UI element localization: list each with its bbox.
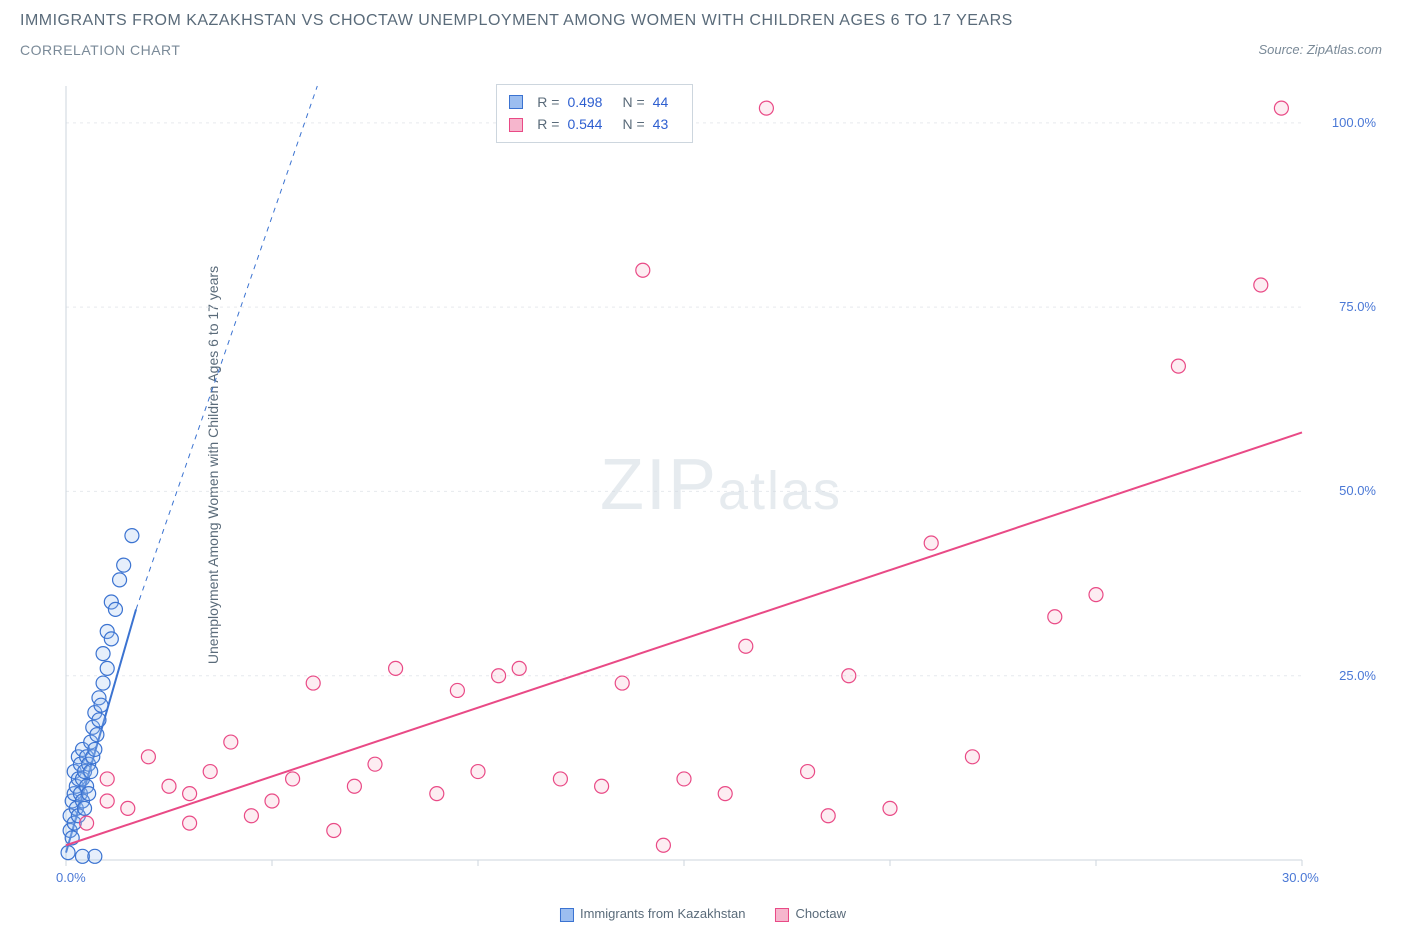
legend-label: Choctaw <box>795 906 846 921</box>
data-point <box>965 750 979 764</box>
data-point <box>512 661 526 675</box>
legend-r-value: 0.544 <box>567 113 602 135</box>
y-tick-label: 75.0% <box>1339 299 1376 314</box>
legend-swatch <box>509 95 523 109</box>
legend-item: Immigrants from Kazakhstan <box>560 906 745 922</box>
data-point <box>90 728 104 742</box>
data-point <box>104 632 118 646</box>
legend-label: Immigrants from Kazakhstan <box>580 906 745 921</box>
data-point <box>450 683 464 697</box>
data-point <box>100 772 114 786</box>
data-point <box>327 824 341 838</box>
x-tick-label: 30.0% <box>1282 870 1319 885</box>
data-point <box>739 639 753 653</box>
legend-row: R = 0.544 N = 43 <box>509 113 680 135</box>
data-point <box>88 742 102 756</box>
legend-row: R = 0.498 N = 44 <box>509 91 680 113</box>
data-point <box>636 263 650 277</box>
data-point <box>286 772 300 786</box>
data-point <box>924 536 938 550</box>
data-point <box>121 801 135 815</box>
legend-n-value: 44 <box>653 91 669 113</box>
data-point <box>183 816 197 830</box>
data-point <box>92 713 106 727</box>
data-point <box>244 809 258 823</box>
data-point <box>656 838 670 852</box>
data-point <box>78 801 92 815</box>
data-point <box>842 669 856 683</box>
data-point <box>108 602 122 616</box>
data-point <box>595 779 609 793</box>
series-legend: Immigrants from Kazakhstan Choctaw <box>560 906 846 922</box>
data-point <box>224 735 238 749</box>
legend-r-label: R = <box>537 91 559 113</box>
data-point <box>117 558 131 572</box>
data-point <box>96 647 110 661</box>
data-point <box>162 779 176 793</box>
data-point <box>347 779 361 793</box>
legend-r-label: R = <box>537 113 559 135</box>
chart-subtitle: CORRELATION CHART <box>20 42 180 58</box>
data-point <box>801 765 815 779</box>
data-point <box>1089 588 1103 602</box>
legend-n-label: N = <box>622 91 644 113</box>
legend-n-label: N = <box>622 113 644 135</box>
data-point <box>368 757 382 771</box>
legend-swatch <box>509 118 523 132</box>
data-point <box>821 809 835 823</box>
data-point <box>718 787 732 801</box>
data-point <box>100 794 114 808</box>
data-point <box>265 794 279 808</box>
data-point <box>88 849 102 863</box>
y-tick-label: 100.0% <box>1332 115 1376 130</box>
data-point <box>100 661 114 675</box>
data-point <box>61 846 75 860</box>
data-point <box>677 772 691 786</box>
correlation-legend: R = 0.498 N = 44 R = 0.544 N = 43 <box>496 84 693 143</box>
y-tick-label: 25.0% <box>1339 668 1376 683</box>
data-point <box>94 698 108 712</box>
data-point <box>113 573 127 587</box>
legend-swatch <box>775 908 789 922</box>
data-point <box>471 765 485 779</box>
x-tick-label: 0.0% <box>56 870 86 885</box>
data-point <box>82 787 96 801</box>
data-point <box>759 101 773 115</box>
data-point <box>80 816 94 830</box>
data-point <box>203 765 217 779</box>
data-point <box>553 772 567 786</box>
data-point <box>306 676 320 690</box>
legend-swatch <box>560 908 574 922</box>
data-point <box>1048 610 1062 624</box>
data-point <box>615 676 629 690</box>
data-point <box>430 787 444 801</box>
data-point <box>141 750 155 764</box>
scatter-plot-svg <box>60 80 1382 890</box>
data-point <box>883 801 897 815</box>
legend-item: Choctaw <box>775 906 846 922</box>
legend-n-value: 43 <box>653 113 669 135</box>
legend-r-value: 0.498 <box>567 91 602 113</box>
data-point <box>84 765 98 779</box>
data-point <box>389 661 403 675</box>
data-point <box>1171 359 1185 373</box>
data-point <box>96 676 110 690</box>
y-tick-label: 50.0% <box>1339 483 1376 498</box>
chart-title: IMMIGRANTS FROM KAZAKHSTAN VS CHOCTAW UN… <box>20 12 1013 30</box>
data-point <box>1254 278 1268 292</box>
data-point <box>125 529 139 543</box>
data-point <box>183 787 197 801</box>
source-attribution: Source: ZipAtlas.com <box>1258 42 1382 57</box>
data-point <box>492 669 506 683</box>
data-point <box>1274 101 1288 115</box>
chart-plot-area: ZIPatlas R = 0.498N = 44R = 0.544N = 43 … <box>60 80 1382 890</box>
